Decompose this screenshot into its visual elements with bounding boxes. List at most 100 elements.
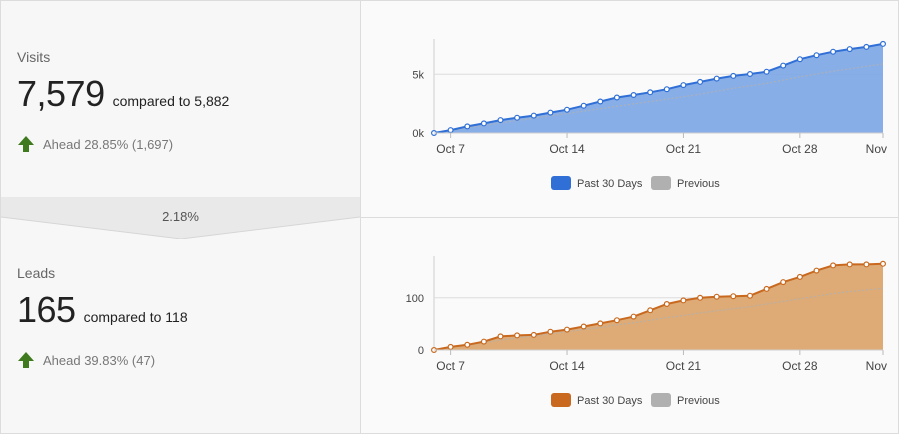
- leads-chart-data-point: [480, 338, 487, 345]
- leads-chart-y-tick-label: 100: [406, 293, 424, 305]
- charts-divider: [361, 217, 898, 218]
- visits-chart-y-tick-label: 5k: [412, 69, 424, 81]
- leads-chart-data-point: [547, 328, 554, 335]
- metrics-column: Visits 7,579 compared to 5,882 Ahead 28.8…: [1, 1, 361, 433]
- visits-chart-data-point: [813, 52, 820, 59]
- visits-chart: 0k 5k Oct 7 Oct 14 Oct 21 Oct 28 Nov Past 30 Da…: [361, 1, 900, 217]
- leads-chart-data-point: [780, 279, 787, 286]
- visits-chart-data-point: [796, 56, 803, 63]
- visits-value-number: 7,579: [17, 73, 105, 114]
- conversion-rate: 2.18%: [162, 209, 199, 224]
- up-arrow-icon: [18, 352, 34, 368]
- visits-chart-legend-label-previous: Previous: [677, 178, 720, 190]
- leads-chart: 0 100 Oct 7 Oct 14 Oct 21 Oct 28 Nov Past 30 Da…: [361, 218, 900, 434]
- leads-label: Leads: [17, 265, 56, 281]
- leads-chart-data-point: [813, 267, 820, 274]
- visits-chart-y-tick-label: 0k: [412, 128, 424, 140]
- leads-chart-data-point: [464, 341, 471, 348]
- visits-chart-legend-label-past-30-days: Past 30 Days: [577, 178, 643, 190]
- visits-chart-data-point: [697, 78, 704, 85]
- visits-chart-data-point: [730, 72, 737, 79]
- leads-chart-data-point: [796, 273, 803, 280]
- visits-chart-data-point: [630, 91, 637, 98]
- visits-chart-x-tick-label: Oct 7: [436, 142, 465, 156]
- leads-chart-data-point: [879, 260, 886, 267]
- leads-change: Ahead 39.83% (47): [17, 351, 155, 369]
- leads-chart-x-tick-label: Oct 14: [549, 359, 585, 373]
- visits-chart-data-point: [713, 75, 720, 82]
- visits-chart-data-point: [613, 94, 620, 101]
- visits-chart-data-point: [547, 109, 554, 116]
- visits-chart-data-point: [663, 86, 670, 93]
- leads-chart-data-point: [497, 333, 504, 340]
- leads-chart-x-tick-label: Oct 7: [436, 359, 465, 373]
- leads-chart-legend-label-previous: Previous: [677, 395, 720, 407]
- leads-chart-x-tick-label: Oct 21: [666, 359, 702, 373]
- leads-chart-data-point: [747, 292, 754, 299]
- leads-chart-data-point: [647, 307, 654, 314]
- visits-chart-data-point: [580, 102, 587, 109]
- leads-chart-data-point: [564, 326, 571, 333]
- visits-chart-legend-swatch-previous: [651, 176, 671, 190]
- leads-chart-data-point: [697, 294, 704, 301]
- leads-metric[interactable]: Leads 165 compared to 118 Ahead 39.83% (4…: [1, 239, 360, 434]
- visits-chart-data-point: [780, 62, 787, 69]
- leads-change-text: Ahead 39.83% (47): [43, 353, 156, 368]
- leads-chart-x-tick-label: Oct 28: [782, 359, 818, 373]
- leads-chart-legend-label-past-30-days: Past 30 Days: [577, 395, 643, 407]
- visits-chart-x-tick-label: Oct 28: [782, 142, 818, 156]
- leads-chart-data-point: [713, 293, 720, 300]
- visits-chart-data-point: [863, 43, 870, 50]
- leads-chart-data-point: [613, 317, 620, 324]
- leads-chart-line-past-30-days: [433, 262, 884, 351]
- leads-chart-legend-swatch-past-30-days: [551, 393, 571, 407]
- conversion-funnel-shape: [1, 197, 360, 239]
- visits-chart-x-tick-label: Nov: [866, 142, 887, 156]
- visits-chart-data-point: [597, 98, 604, 105]
- visits-chart-data-point: [480, 120, 487, 127]
- leads-chart-data-point: [663, 300, 670, 307]
- visits-chart-data-point: [464, 123, 471, 130]
- visits-chart-x-tick-label: Oct 14: [549, 142, 585, 156]
- visits-chart-data-point: [514, 114, 521, 121]
- visits-chart-data-point: [530, 112, 537, 119]
- visits-chart-data-point: [647, 89, 654, 96]
- leads-value-number: 165: [17, 289, 76, 330]
- visits-chart-line-past-30-days: [433, 42, 884, 134]
- visits-chart-data-point: [680, 82, 687, 89]
- leads-chart-svg: 0 100 Oct 7 Oct 14 Oct 21 Oct 28 Nov Past 30 Da…: [406, 256, 887, 407]
- leads-compared: compared to 118: [83, 309, 188, 325]
- visits-metric[interactable]: Visits 7,579 compared to 5,882 Ahead 28.8…: [1, 1, 360, 197]
- visits-change: Ahead 28.85% (1,697): [17, 135, 173, 153]
- conversion-rate-band: 2.18%: [1, 197, 360, 239]
- leads-chart-data-point: [763, 285, 770, 292]
- leads-chart-data-point: [447, 343, 454, 350]
- visits-chart-data-point: [447, 127, 454, 134]
- visits-chart-data-point: [747, 70, 754, 77]
- visits-chart-legend-swatch-past-30-days: [551, 176, 571, 190]
- visits-chart-data-point: [564, 106, 571, 113]
- leads-chart-data-point: [846, 261, 853, 268]
- leads-chart-data-point: [730, 293, 737, 300]
- visits-label: Visits: [17, 49, 51, 65]
- leads-chart-y-tick-label: 0: [418, 345, 424, 357]
- leads-chart-legend-swatch-previous: [651, 393, 671, 407]
- visits-chart-svg: 0k 5k Oct 7 Oct 14 Oct 21 Oct 28 Nov Past 30 Da…: [412, 39, 887, 190]
- leads-chart-data-point: [863, 261, 870, 268]
- visits-chart-x-tick-label: Oct 21: [666, 142, 702, 156]
- visits-value: 7,579 compared to 5,882: [17, 73, 229, 115]
- leads-chart-data-point: [630, 313, 637, 320]
- visits-change-text: Ahead 28.85% (1,697): [43, 137, 174, 152]
- visits-chart-data-point: [830, 48, 837, 55]
- leads-chart-data-point: [680, 297, 687, 304]
- leads-chart-data-point: [597, 320, 604, 327]
- leads-chart-data-point: [530, 331, 537, 338]
- visits-chart-data-point: [497, 117, 504, 124]
- leads-chart-data-point: [514, 332, 521, 339]
- up-arrow-icon: [18, 136, 34, 152]
- leads-chart-line-previous: [433, 287, 884, 351]
- leads-chart-x-tick-label: Nov: [866, 359, 887, 373]
- leads-value: 165 compared to 118: [17, 289, 188, 331]
- leads-chart-data-point: [580, 323, 587, 330]
